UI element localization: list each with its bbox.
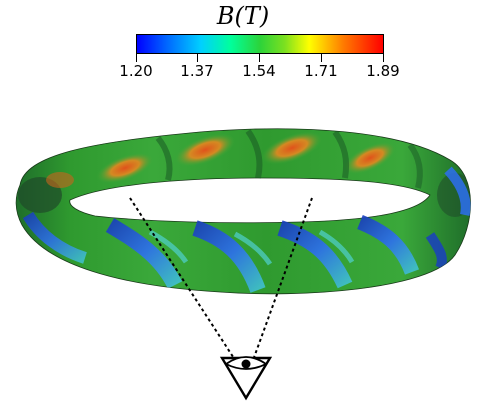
colorbar-tick-label: 1.20 <box>119 62 153 80</box>
sight-line-right <box>251 197 313 364</box>
colorbar-tick-label: 1.89 <box>366 62 400 80</box>
colorbar-tick-label: 1.54 <box>242 62 276 80</box>
colorbar-tick <box>383 54 384 62</box>
colorbar-title: B(T) <box>216 2 270 30</box>
colorbar-tick-label: 1.71 <box>304 62 338 80</box>
eye-icon <box>219 356 273 401</box>
sight-line-left <box>129 197 238 364</box>
colorbar-tick <box>259 54 260 62</box>
colorbar-tick <box>197 54 198 62</box>
colorbar-tick <box>321 54 322 62</box>
torus-surface <box>15 128 471 295</box>
colorbar <box>136 34 384 54</box>
colorbar-tick <box>136 54 137 62</box>
colorbar-tick-label: 1.37 <box>180 62 214 80</box>
